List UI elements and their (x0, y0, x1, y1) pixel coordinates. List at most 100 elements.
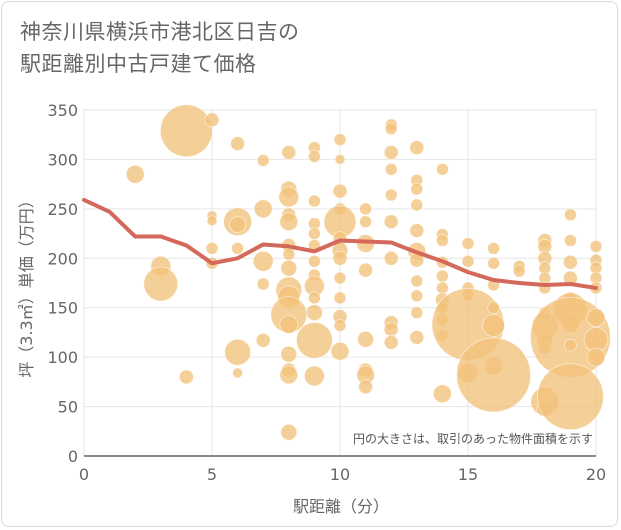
data-bubble (229, 216, 247, 234)
x-tick-label: 15 (458, 465, 478, 484)
y-tick-label: 50 (58, 398, 78, 417)
title-line-1: 神奈川県横浜市港北区日吉の (20, 20, 300, 44)
data-bubble (279, 315, 299, 334)
data-bubble (178, 369, 194, 385)
data-bubble (281, 145, 297, 160)
data-bubble (384, 162, 398, 176)
data-bubble (143, 266, 179, 302)
data-bubble (307, 150, 321, 163)
data-bubble (384, 188, 398, 202)
data-bubble (256, 154, 270, 167)
data-bubble (159, 104, 213, 158)
y-axis-label: 坪（3.3㎡）単価（万円） (17, 192, 36, 377)
data-bubble (333, 319, 347, 332)
y-tick-label: 150 (47, 299, 78, 318)
data-bubble (307, 194, 321, 208)
data-bubble (410, 289, 424, 303)
data-bubble (305, 304, 323, 322)
data-bubble (358, 262, 374, 278)
data-bubble (332, 250, 348, 266)
average-price-line (82, 197, 598, 290)
x-tick-label: 10 (330, 465, 350, 484)
data-bubble (410, 306, 424, 320)
data-bubble (333, 271, 347, 285)
data-bubble (461, 254, 475, 268)
data-bubble (307, 227, 321, 240)
data-bubble (564, 338, 577, 352)
data-bubble (295, 321, 333, 359)
data-bubble (410, 274, 424, 288)
data-bubble (359, 215, 373, 229)
data-bubble (586, 347, 606, 367)
data-bubble (278, 186, 300, 208)
data-bubble (332, 183, 348, 199)
data-bubble (435, 281, 449, 295)
data-bubble (279, 365, 299, 385)
data-bubble (487, 301, 501, 315)
x-tick-label: 0 (79, 465, 89, 484)
data-bubble (334, 154, 346, 165)
data-bubble (383, 250, 399, 266)
data-bubble (435, 234, 449, 247)
data-bubble (358, 379, 374, 395)
data-bubble (279, 212, 299, 232)
y-tick-label: 300 (47, 150, 78, 169)
y-tick-label: 350 (47, 101, 78, 120)
data-bubble (282, 247, 296, 261)
data-bubble (383, 145, 399, 160)
data-bubble (383, 214, 399, 230)
data-bubble (487, 256, 501, 270)
size-legend-note: 円の大きさは、取引のあった物件面積を示す (353, 431, 593, 446)
data-bubble (224, 338, 252, 366)
data-bubble (359, 202, 373, 216)
axes: 0 50 100 150 200 250 300 350 0 5 10 15 20 (47, 101, 606, 484)
data-bubble (307, 291, 321, 305)
data-bubble (410, 198, 424, 212)
data-bubble (205, 241, 219, 255)
data-bubble (383, 322, 399, 337)
data-bubble (255, 332, 271, 348)
data-bubble (409, 329, 425, 345)
data-bubble (487, 241, 501, 255)
data-bubble (357, 330, 375, 348)
y-tick-label: 200 (47, 249, 78, 268)
data-bubble (206, 215, 218, 227)
x-tick-label: 20 (586, 465, 606, 484)
data-bubble (564, 208, 577, 222)
y-tick-label: 0 (68, 447, 78, 466)
data-bubble (280, 423, 298, 441)
data-bubble (482, 314, 506, 337)
data-bubble (280, 259, 298, 277)
data-bubble (589, 240, 603, 253)
data-bubble (383, 334, 399, 350)
data-bubble (204, 112, 220, 128)
data-bubble (232, 367, 244, 379)
chart-title: 神奈川県横浜市港北区日吉の 駅距離別中古戸建て価格 (20, 16, 540, 80)
data-bubble (125, 164, 145, 184)
data-bubble (432, 384, 452, 404)
y-tick-label: 100 (47, 348, 78, 367)
y-tick-label: 250 (47, 200, 78, 219)
data-bubble (303, 365, 325, 387)
data-bubble (456, 337, 532, 413)
data-bubble (307, 254, 321, 268)
x-axis-label: 駅距離（分） (293, 497, 389, 516)
data-bubble (333, 133, 347, 147)
data-bubble (512, 264, 526, 278)
data-bubble (256, 277, 270, 291)
data-bubble (586, 308, 606, 328)
data-bubble (409, 223, 425, 239)
bubble-series (125, 104, 611, 441)
title-line-2: 駅距離別中古戸建て価格 (20, 52, 257, 76)
data-bubble (253, 199, 273, 219)
data-bubble (280, 345, 298, 363)
data-bubble (333, 291, 347, 305)
data-bubble (384, 122, 398, 136)
data-bubble (563, 254, 578, 270)
data-bubble (230, 136, 246, 152)
data-bubble (564, 234, 577, 247)
data-bubble (537, 363, 604, 431)
data-bubble (409, 140, 425, 155)
data-bubble (410, 182, 424, 196)
